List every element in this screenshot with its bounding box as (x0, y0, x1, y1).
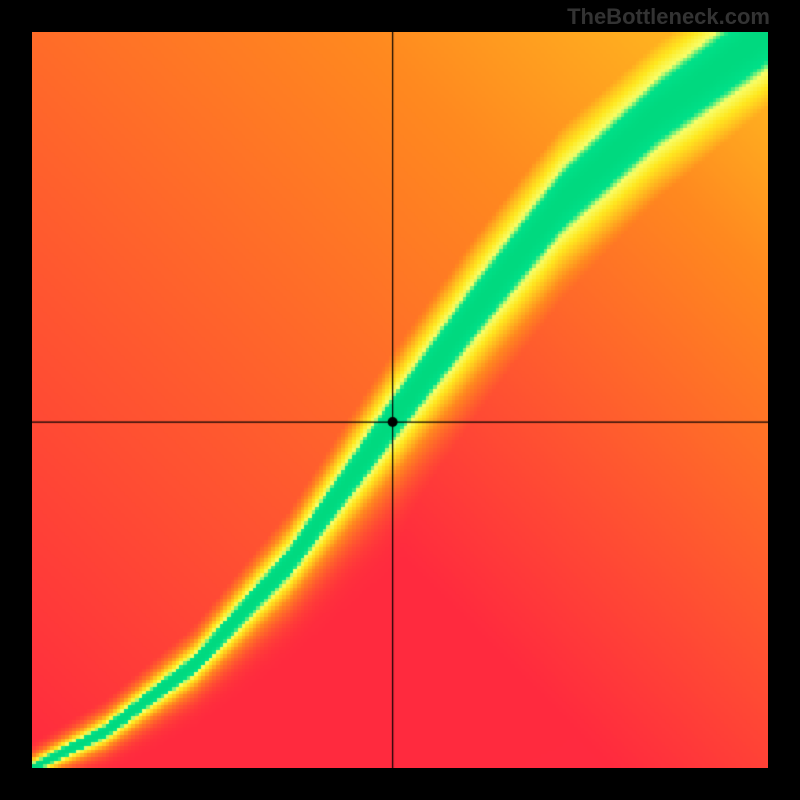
bottleneck-heatmap (32, 32, 768, 768)
watermark-text: TheBottleneck.com (567, 4, 770, 30)
chart-container: TheBottleneck.com (0, 0, 800, 800)
